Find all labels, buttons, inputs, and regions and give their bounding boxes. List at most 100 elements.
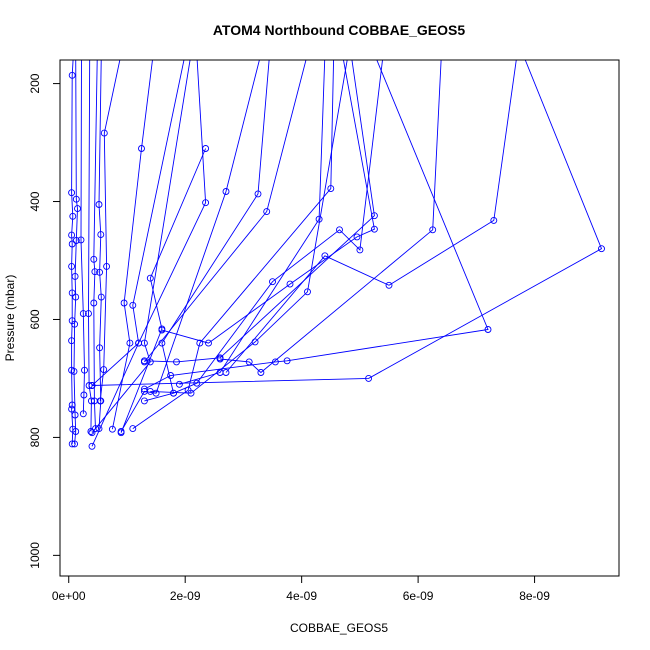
data-point [68,240,76,248]
data-point [257,369,265,376]
series-4 [85,60,95,435]
data-point [71,440,79,448]
series-25 [146,60,348,397]
series-10 [88,60,191,437]
series-line [91,60,185,386]
series-12 [88,60,210,450]
data-point [271,358,279,366]
data-point [68,317,76,325]
series-8 [108,60,153,433]
data-point [80,391,88,399]
series-line [91,60,603,386]
y-tick-label: 800 [28,427,42,447]
plot-frame [59,59,620,577]
data-point [138,145,145,152]
data-point [126,339,134,347]
data-point [69,212,77,220]
x-tick-label: 4e-09 [286,589,317,603]
data-point [370,225,378,233]
data-point [100,366,108,374]
data-point [72,195,80,203]
data-point [158,326,166,334]
data-point [72,428,80,435]
series-line [80,60,85,414]
series-line [88,60,92,432]
y-axis-label: Pressure (mbar) [3,275,17,362]
data-point [146,274,154,282]
data-point [356,246,364,254]
data-point [283,357,291,365]
y-tick-label: 1000 [28,542,42,569]
data-point [85,310,92,318]
data-point [72,237,80,244]
series-line [93,60,98,429]
data-point [327,185,335,193]
series-7 [96,60,121,405]
data-point [97,293,105,301]
data-point [79,310,87,318]
data-point [167,372,175,379]
x-axis: 0e+00 2e-09 4e-09 6e-09 8e-09 [52,575,550,603]
data-point [95,201,103,208]
series-line [98,60,102,429]
data-point [222,369,230,376]
data-point [68,71,76,79]
data-point [286,280,294,288]
data-point [140,357,148,365]
series-layer [68,60,605,450]
series-line [144,60,270,402]
series-19 [216,60,442,376]
data-point [321,252,329,260]
series-line [144,60,307,363]
series-line [111,60,153,430]
series-line [132,60,335,429]
data-point [484,326,492,333]
data-point [187,389,195,397]
series-line [144,60,375,363]
series-line [179,60,326,385]
data-point [254,190,262,198]
data-point [598,245,605,253]
data-point [96,344,104,352]
data-point [79,410,87,418]
data-point [205,339,212,347]
data-point [129,425,137,433]
data-point [216,355,224,363]
data-point [117,428,125,435]
data-point [370,212,378,220]
data-point [74,205,81,213]
series-line [225,60,517,373]
data-point [175,380,183,388]
data-point [90,299,98,307]
series-line [144,60,489,390]
data-point [77,236,85,244]
data-point [97,231,105,239]
series-line [73,60,78,444]
data-point [108,425,116,433]
x-tick-label: 2e-09 [170,589,201,603]
data-point [129,301,137,309]
series-line [71,60,74,444]
data-point [120,299,128,307]
data-point [429,226,437,234]
data-point [68,189,76,197]
data-point [68,440,76,448]
data-point [269,278,276,286]
data-point [135,339,143,347]
data-point [103,262,111,270]
data-point [336,226,343,234]
series-line [91,60,207,447]
data-point [81,366,88,374]
data-point [170,389,177,397]
series-line [150,60,348,394]
y-tick-label: 600 [28,309,42,329]
series-line [99,60,121,401]
data-point [71,320,79,328]
data-point [88,382,96,389]
series-17 [140,60,378,366]
series-line [91,60,191,433]
data-point [72,293,80,301]
chart-title: ATOM4 Northbound COBBAE_GEOS5 [213,22,465,38]
series-23 [88,60,605,389]
series-22 [222,60,517,376]
